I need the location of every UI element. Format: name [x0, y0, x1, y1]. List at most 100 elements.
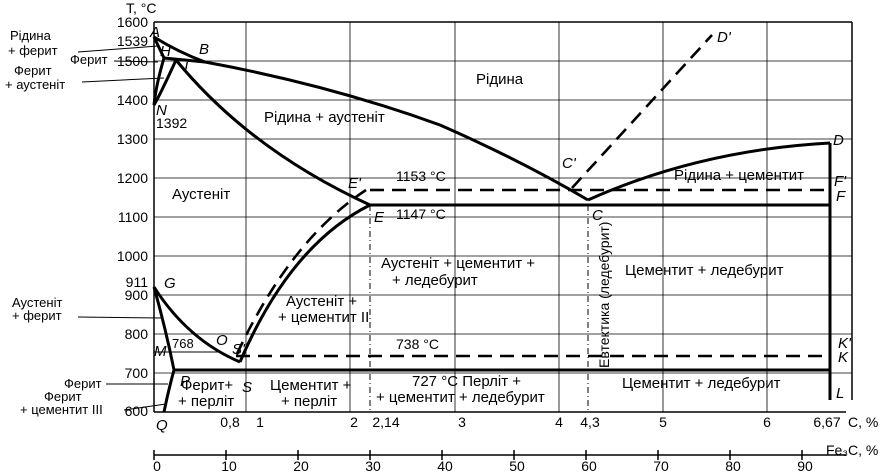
callout-leader [77, 316, 163, 319]
callout-ferrite-aust-1: Ферит [14, 63, 52, 78]
y-tick-label: 1300 [117, 131, 148, 147]
fe3c-tick-label: 30 [365, 458, 381, 472]
fe3c-tick-label: 20 [293, 458, 309, 472]
callout-leader [123, 403, 167, 411]
region-727-1: 727 °C Перліт + [412, 373, 521, 390]
point-S: S [242, 379, 252, 396]
point-C-prime: C' [562, 155, 577, 172]
fe3c-tick-label: 40 [437, 458, 453, 472]
region-727-2: + цементит + ледебурит [376, 389, 545, 406]
region-aust-cem2-2: + цементит II [278, 309, 369, 326]
temp-1539-label: 1539 [117, 33, 148, 49]
point-K-prime: K' [838, 335, 852, 352]
line-GP [152, 286, 176, 371]
c-tick-label: 0,8 [220, 414, 240, 430]
c-tick-label: 5 [659, 414, 667, 430]
fe3c-tick-marks [153, 450, 803, 460]
line-AH [152, 36, 166, 59]
y-tick-label: 600 [125, 403, 149, 419]
region-liquid-austenite: Рідина + аустеніт [264, 109, 385, 126]
temp-1392-label: 1392 [156, 115, 187, 131]
callout-ferrite-bottom: Ферит [64, 376, 102, 391]
callout-aust-ferrite-2: + ферит [12, 308, 62, 323]
liquidus-ABC [153, 35, 589, 202]
region-austenite: Аустеніт [172, 186, 230, 203]
callout-liquid-ferrite-1: Рідина [10, 28, 52, 43]
fe3c-tick-labels: 0 10 20 30 40 50 60 70 80 90 [153, 458, 813, 472]
point-E: E [374, 209, 385, 226]
region-cem-led-upper: Цементит + ледебурит [625, 262, 784, 279]
c-tick-label: 3 [458, 414, 466, 430]
c-tick-label: 4,3 [580, 414, 600, 430]
fe3c-tick-label: 90 [797, 458, 813, 472]
callout-ferrite-cem3-1: Ферит [44, 389, 82, 404]
point-S-prime: S' [232, 341, 246, 358]
region-cem-pearlite-2: + перліт [281, 393, 337, 410]
y-tick-label: 1100 [118, 209, 148, 225]
fe3c-tick-label: 50 [509, 458, 525, 472]
y-tick-label: 1600 [117, 14, 148, 30]
region-labels: Рідина Рідина + аустеніт Рідина + цемент… [172, 71, 804, 410]
line-GOS [152, 286, 241, 364]
point-N: N [156, 102, 167, 119]
y-tick-labels: 1600 1500 1400 1300 1200 1100 1000 900 8… [117, 14, 148, 419]
region-ferrite-pearlite-1: Ферит+ [181, 377, 233, 394]
callout-ferrite-top: Ферит [70, 52, 108, 67]
y-tick-label: 1000 [117, 248, 148, 264]
point-M: M [154, 343, 167, 360]
region-eutectic: Евтектика (ледебурит) [596, 222, 612, 368]
temp-738: 738 °C [396, 336, 439, 352]
left-callouts: Рідина + ферит Ферит Ферит + аустеніт Ау… [5, 28, 168, 417]
callout-leader [81, 77, 165, 83]
c-tick-label: 6,67 [813, 414, 840, 430]
y-tick-label: 1200 [117, 170, 148, 186]
c-tick-label: 6 [763, 414, 771, 430]
fe3c-tick-label: 80 [725, 458, 741, 472]
point-D-prime: D' [717, 29, 732, 46]
point-K: K [838, 349, 849, 366]
point-P: P [180, 373, 190, 390]
c-tick-label: 1 [256, 414, 264, 430]
point-A: A [149, 24, 160, 41]
y-tick-label: 900 [125, 287, 149, 303]
temp-1153: 1153 °C [396, 168, 446, 184]
region-aust-cem-led-2: + ледебурит [392, 272, 478, 289]
point-O: O [216, 332, 228, 349]
callout-ferrite-aust-2: + аустеніт [5, 77, 65, 92]
peritectic-HB [163, 56, 206, 64]
point-F: F [836, 188, 846, 205]
fe3c-tick-label: 60 [581, 458, 597, 472]
y-tick-label: 700 [125, 365, 149, 381]
line-PQ [162, 369, 176, 413]
line-E-prime-S-prime [234, 188, 367, 357]
callout-leader [113, 60, 159, 63]
region-aust-cem-led-1: Аустеніт + цементит + [381, 255, 535, 272]
y-tick-label: 800 [125, 326, 149, 342]
phase-lines [152, 35, 832, 413]
callout-liquid-ferrite-2: + ферит [8, 43, 58, 58]
line-C-prime-D-prime [571, 34, 713, 189]
c-tick-label: 2 [350, 414, 358, 430]
temp-1147: 1147 °C [396, 206, 446, 222]
dashed-lines [234, 34, 830, 358]
region-cem-pearlite-1: Цементит + [270, 377, 352, 394]
region-liquid-cementite: Рідина + цементит [674, 167, 804, 184]
fe3c-tick-label: 0 [153, 458, 161, 472]
temp-911-label: 911 [126, 274, 149, 290]
line-ES [238, 203, 371, 363]
grid [154, 22, 852, 412]
y-tick-label: 1400 [117, 92, 148, 108]
region-ferrite-pearlite-2: + перліт [178, 393, 234, 410]
c-tick-label: 4 [555, 414, 563, 430]
c-axis-title: C, % [848, 414, 878, 430]
callout-leader [77, 45, 159, 53]
solidus-JE [174, 59, 371, 207]
fe3c-tick-label: 70 [653, 458, 669, 472]
line-JN [152, 59, 178, 106]
point-F-prime: F' [834, 173, 847, 190]
point-L: L [836, 385, 844, 402]
point-E-prime: E' [348, 175, 362, 192]
c-tick-label: 2,14 [372, 414, 399, 430]
point-C: C [592, 207, 603, 224]
